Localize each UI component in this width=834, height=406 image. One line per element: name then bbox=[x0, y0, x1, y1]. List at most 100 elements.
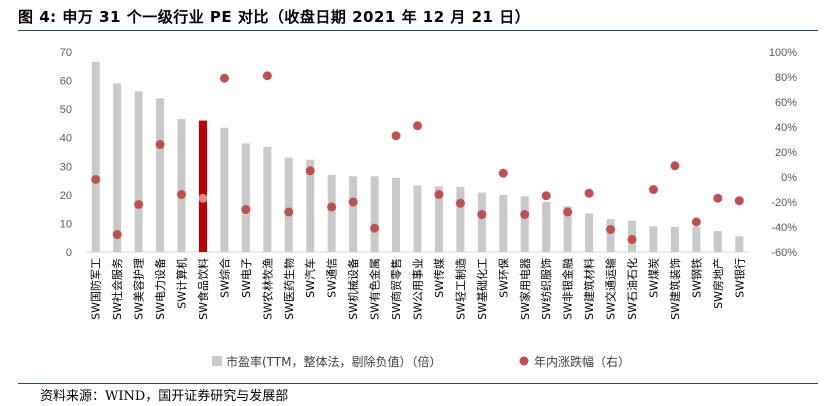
dot bbox=[134, 200, 144, 209]
dot bbox=[241, 205, 251, 214]
bar bbox=[499, 194, 508, 252]
legend-dot-label: 年内涨跌幅（右） bbox=[534, 354, 630, 369]
dot bbox=[520, 210, 530, 219]
y-left-tick-label: 50 bbox=[60, 104, 72, 116]
category-label: SW通信 bbox=[326, 258, 339, 298]
bar bbox=[349, 176, 358, 252]
category-label: SW计算机 bbox=[175, 258, 189, 309]
bar bbox=[456, 186, 465, 252]
y-left-tick-label: 60 bbox=[60, 76, 72, 88]
bar bbox=[606, 219, 615, 252]
category-label: SW国防军工 bbox=[89, 258, 103, 320]
category-label: SW纺织服饰 bbox=[539, 258, 553, 320]
dot bbox=[498, 168, 508, 178]
legend: 市盈率(TTM，整体法，剔除负值）（倍） 年内涨跌幅（右） bbox=[212, 354, 630, 369]
dot bbox=[198, 193, 208, 203]
category-label: SW公用事业 bbox=[412, 258, 425, 320]
dot bbox=[670, 161, 680, 171]
dot-series bbox=[91, 71, 744, 244]
category-label: SW食品饮料 bbox=[196, 258, 210, 320]
dot bbox=[413, 121, 422, 131]
dot bbox=[455, 198, 465, 208]
y-left-tick-label: 20 bbox=[60, 190, 72, 202]
y-left-tick-label: 70 bbox=[60, 47, 72, 59]
category-label: SW家用电器 bbox=[518, 258, 532, 320]
category-label: SW石油石化 bbox=[625, 258, 639, 320]
dot bbox=[219, 73, 229, 83]
legend-bar-label: 市盈率(TTM，整体法，剔除负值）（倍） bbox=[226, 354, 442, 369]
dot bbox=[691, 217, 701, 227]
bar bbox=[392, 177, 401, 252]
category-label: SW电力设备 bbox=[153, 258, 167, 320]
category-label: SW电子 bbox=[240, 258, 253, 298]
dot bbox=[262, 71, 272, 81]
bar bbox=[563, 206, 572, 252]
bar bbox=[198, 120, 207, 252]
bar bbox=[134, 91, 143, 252]
bar bbox=[713, 231, 722, 252]
category-label: SW农林牧渔 bbox=[260, 258, 274, 320]
dot bbox=[627, 235, 637, 244]
y-right-tick-label: 40% bbox=[775, 122, 797, 134]
dot bbox=[391, 131, 401, 141]
bar bbox=[177, 119, 186, 253]
left-axis-ticks: 0 10 20 30 40 50 60 70 bbox=[60, 47, 72, 259]
bar-series bbox=[91, 62, 744, 253]
bar bbox=[434, 186, 443, 252]
y-right-tick-label: 60% bbox=[775, 97, 797, 109]
bar bbox=[327, 174, 336, 252]
dot bbox=[606, 225, 616, 234]
y-right-tick-label: 0% bbox=[781, 172, 797, 184]
dot bbox=[112, 230, 122, 239]
category-label: SW建筑装饰 bbox=[668, 258, 682, 320]
y-right-tick-label: 100% bbox=[769, 47, 797, 59]
y-right-tick-label: -20% bbox=[771, 197, 797, 209]
category-label: SW房地产 bbox=[711, 258, 725, 309]
y-left-tick-label: 40 bbox=[60, 133, 72, 145]
bar bbox=[692, 226, 701, 252]
bar bbox=[370, 176, 379, 252]
y-right-tick-label: -60% bbox=[771, 247, 797, 259]
category-label: SW非银金融 bbox=[561, 258, 575, 320]
pe-chart: 0 10 20 30 40 50 60 70 -60% -40% -20% 0% 20% 40% 60% 8… bbox=[60, 47, 797, 369]
bar bbox=[670, 226, 679, 252]
bar bbox=[156, 98, 165, 253]
dot bbox=[91, 175, 101, 184]
dot bbox=[155, 140, 165, 149]
bar bbox=[585, 213, 594, 252]
y-right-tick-label: -40% bbox=[771, 222, 797, 234]
bar bbox=[91, 62, 100, 252]
y-left-tick-label: 30 bbox=[60, 161, 72, 173]
bar bbox=[413, 185, 422, 252]
dot bbox=[434, 190, 444, 199]
bar bbox=[649, 226, 658, 252]
category-label: SW银行 bbox=[732, 258, 746, 298]
category-label: SW轻工制造 bbox=[453, 258, 467, 320]
title-rule bbox=[18, 30, 818, 31]
category-label: SW钢铁 bbox=[690, 258, 703, 298]
y-left-tick-label: 0 bbox=[66, 247, 72, 259]
category-label: SW机械设备 bbox=[346, 258, 360, 320]
bar bbox=[477, 192, 486, 252]
dot bbox=[584, 188, 594, 198]
y-left-tick-label: 10 bbox=[60, 218, 72, 230]
dot bbox=[305, 166, 315, 176]
dot bbox=[177, 190, 187, 199]
category-label: SW汽车 bbox=[303, 258, 317, 298]
right-axis-ticks: -60% -40% -20% 0% 20% 40% 60% 80% 100% bbox=[769, 47, 797, 259]
category-label: SW美容护理 bbox=[132, 258, 146, 320]
category-label: SW交通运输 bbox=[604, 258, 618, 320]
bar bbox=[735, 236, 744, 252]
category-label: SW基础化工 bbox=[475, 258, 489, 320]
category-label: SW环保 bbox=[496, 258, 510, 298]
dot bbox=[370, 223, 380, 233]
bar bbox=[220, 127, 229, 252]
category-label: SW煤炭 bbox=[647, 258, 660, 298]
category-label: SW社会服务 bbox=[110, 258, 124, 320]
source-note: 资料来源：WIND，国开证券研究与发展部 bbox=[40, 389, 289, 404]
figure-title: 图 4: 申万 31 个一级行业 PE 对比（收盘日期 2021 年 12 月 … bbox=[18, 8, 531, 26]
bar bbox=[113, 83, 122, 252]
dot bbox=[563, 207, 573, 217]
category-label: SW医药生物 bbox=[282, 258, 296, 320]
dot bbox=[713, 193, 723, 203]
